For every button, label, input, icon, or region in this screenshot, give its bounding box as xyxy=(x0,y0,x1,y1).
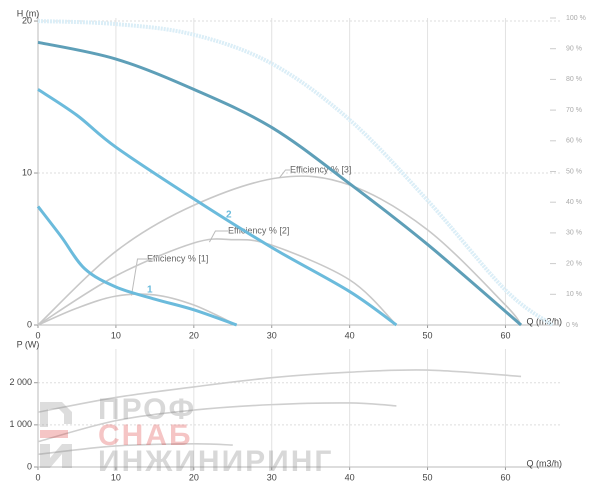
x-tick-label: 10 xyxy=(111,472,121,482)
series-label: Efficiency % [3] xyxy=(290,164,351,174)
y-tick-label: 0 xyxy=(27,319,32,329)
y2-tick-label: 80 % xyxy=(566,76,582,83)
x-tick-label: 0 xyxy=(35,330,40,340)
x-tick-label: 10 xyxy=(111,330,121,340)
leader-line xyxy=(279,169,290,178)
y2-tick-label: 10 % xyxy=(566,291,582,298)
x-tick-label: 60 xyxy=(500,330,510,340)
y2-tick-label: 20 % xyxy=(566,260,582,267)
y2-tick-label: 100 % xyxy=(566,15,586,22)
y-tick-label: 0 xyxy=(27,461,32,471)
x-axis-title: Q (m3/h) xyxy=(526,458,562,468)
curve xyxy=(37,402,397,443)
x-tick-label: 0 xyxy=(35,472,40,482)
y2-tick-label: 40 % xyxy=(566,199,582,206)
curve xyxy=(37,443,233,456)
series-label: Efficiency % [2] xyxy=(228,225,289,235)
watermark-text: ИНЖИНИРИНГ xyxy=(98,445,333,478)
logo-shape xyxy=(40,402,72,427)
watermark-logo: ПРОФ СНАБ ИНЖИНИРИНГ xyxy=(40,393,333,478)
watermark-text: СНАБ xyxy=(98,419,193,452)
x-tick-label: 30 xyxy=(267,330,277,340)
y-tick-label: 10 xyxy=(22,167,32,177)
logo-shape xyxy=(40,444,72,468)
series-label: 2 xyxy=(226,210,232,221)
y2-tick-label: 90 % xyxy=(566,46,582,53)
x-tick-label: 20 xyxy=(189,472,199,482)
x-tick-label: 50 xyxy=(423,472,433,482)
curve xyxy=(37,238,397,326)
series-label: 1 xyxy=(147,285,153,296)
leader-line xyxy=(130,258,147,296)
curve xyxy=(37,175,522,326)
logo-shape xyxy=(40,430,68,438)
curve xyxy=(37,293,238,326)
x-tick-label: 40 xyxy=(345,330,355,340)
x-tick-label: 30 xyxy=(267,472,277,482)
leader-line xyxy=(208,230,228,243)
series-label: Efficiency % [1] xyxy=(147,253,208,263)
y-axis-title: H (m) xyxy=(17,8,40,18)
x-tick-label: 20 xyxy=(189,330,199,340)
y2-tick-label: 30 % xyxy=(566,230,582,237)
curve xyxy=(37,40,523,327)
x-tick-label: 60 xyxy=(500,472,510,482)
y-tick-label: 1 000 xyxy=(9,419,32,429)
y2-tick-label: 0 % xyxy=(566,322,578,329)
y-tick-label: 20 xyxy=(22,15,32,25)
curve xyxy=(37,369,522,414)
x-tick-label: 40 xyxy=(345,472,355,482)
y-axis-title: P (W) xyxy=(17,339,40,349)
y2-tick-label: 60 % xyxy=(566,138,582,145)
y2-tick-label: 70 % xyxy=(566,107,582,114)
curve xyxy=(36,205,238,327)
x-tick-label: 50 xyxy=(423,330,433,340)
y2-tick-label: 50 % xyxy=(566,168,582,175)
curve xyxy=(37,88,398,327)
watermark-text: ПРОФ xyxy=(98,393,196,426)
y-tick-label: 2 000 xyxy=(9,377,32,387)
